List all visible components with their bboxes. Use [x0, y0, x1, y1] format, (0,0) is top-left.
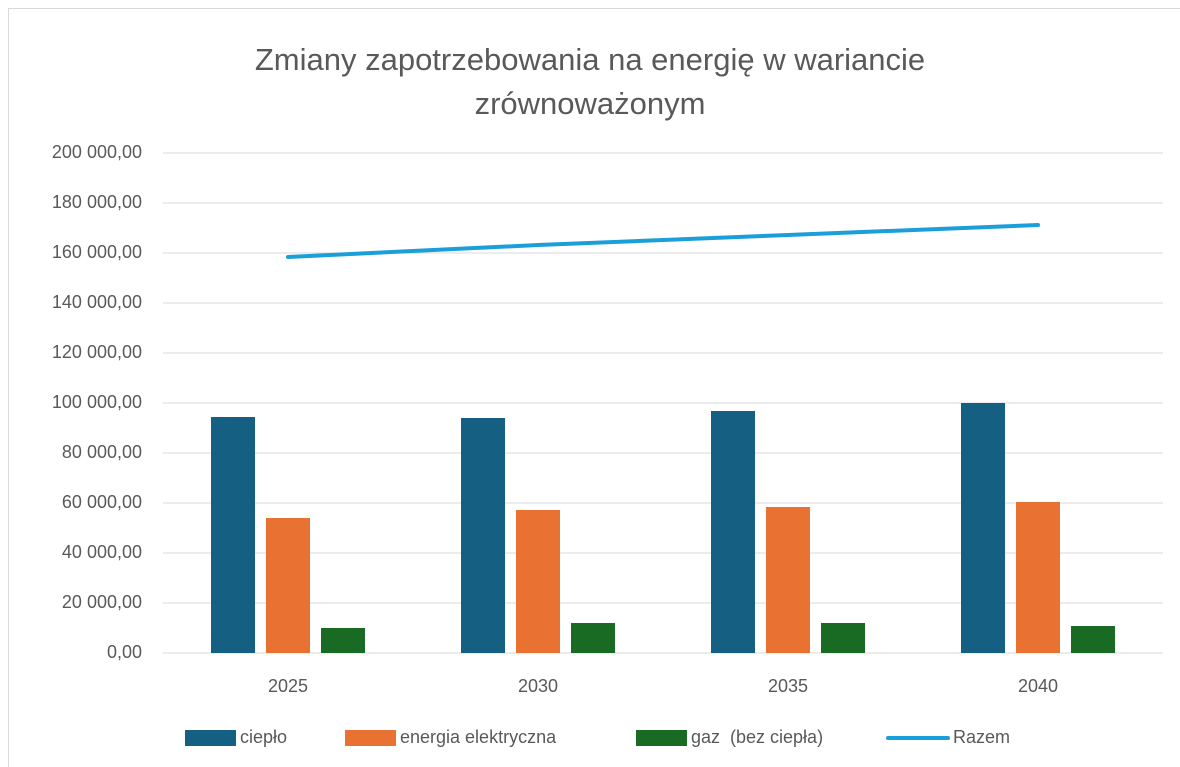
y-tick-label: 140 000,00: [52, 292, 142, 312]
y-tick-label: 120 000,00: [52, 342, 142, 362]
y-tick-label: 80 000,00: [62, 442, 142, 462]
bar: [211, 417, 255, 653]
y-tick-label: 100 000,00: [52, 392, 142, 412]
bar: [516, 510, 560, 653]
y-tick-label: 40 000,00: [62, 542, 142, 562]
bar: [1071, 626, 1115, 653]
bar: [766, 507, 810, 653]
legend-label: energia elektryczna: [400, 727, 557, 747]
y-tick-label: 160 000,00: [52, 242, 142, 262]
bar: [266, 518, 310, 653]
y-tick-label: 0,00: [107, 642, 142, 662]
y-tick-label: 200 000,00: [52, 142, 142, 162]
legend-swatch: [345, 730, 396, 746]
y-tick-label: 180 000,00: [52, 192, 142, 212]
bar: [821, 623, 865, 653]
x-tick-label: 2040: [1018, 676, 1058, 696]
bar: [321, 628, 365, 653]
legend-label: ciepło: [240, 727, 287, 747]
legend-swatch: [185, 730, 236, 746]
line: [286, 223, 1040, 259]
y-tick-label: 20 000,00: [62, 592, 142, 612]
x-tick-label: 2025: [268, 676, 308, 696]
bar: [571, 623, 615, 653]
x-tick-label: 2035: [768, 676, 808, 696]
legend-label: Razem: [953, 727, 1010, 747]
legend-swatch: [636, 730, 687, 746]
bar: [461, 418, 505, 653]
bar: [1016, 502, 1060, 653]
bar: [961, 403, 1005, 653]
x-tick-label: 2030: [518, 676, 558, 696]
bar: [711, 411, 755, 653]
legend-label: gaz (bez ciepła): [691, 727, 823, 747]
chart-title: Zmiany zapotrzebowania na energię w wari…: [254, 42, 926, 121]
chart-border: [8, 8, 1180, 767]
y-tick-label: 60 000,00: [62, 492, 142, 512]
